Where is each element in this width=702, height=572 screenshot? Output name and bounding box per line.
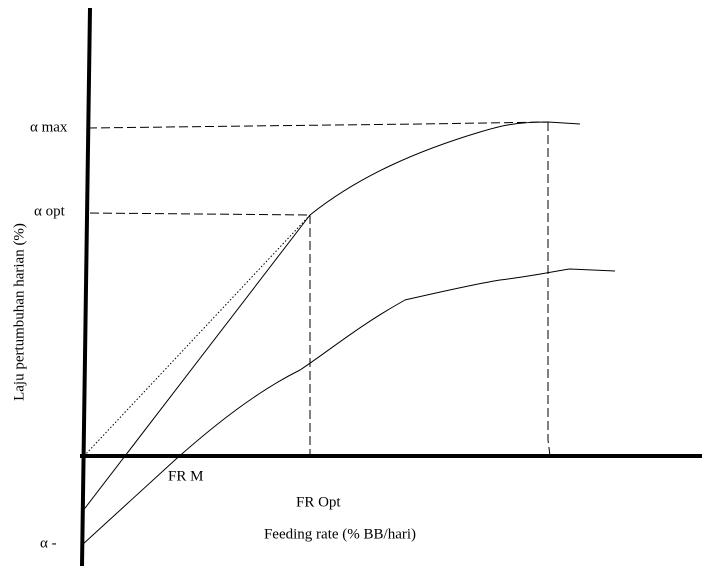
dotted-line — [83, 214, 311, 457]
fr-m-label: FR M — [168, 468, 203, 484]
alpha-max-guide — [87, 121, 549, 129]
max-guide — [547, 122, 551, 457]
alpha-opt-label: α opt — [34, 203, 66, 219]
alpha-opt-guide — [89, 212, 311, 216]
lower-curve — [81, 268, 616, 546]
upper-curve — [309, 121, 581, 216]
alpha-max-label: α max — [30, 119, 68, 135]
line-to-opt — [81, 214, 311, 513]
alpha-min-label: α - — [40, 535, 57, 551]
x-axis-label: Feeding rate (% BB/hari) — [264, 526, 416, 542]
y-axis — [80, 7, 92, 567]
fr-opt-label: FR Opt — [296, 494, 341, 510]
y-axis-label: Laju pertumbuhan harian (%) — [11, 223, 27, 401]
